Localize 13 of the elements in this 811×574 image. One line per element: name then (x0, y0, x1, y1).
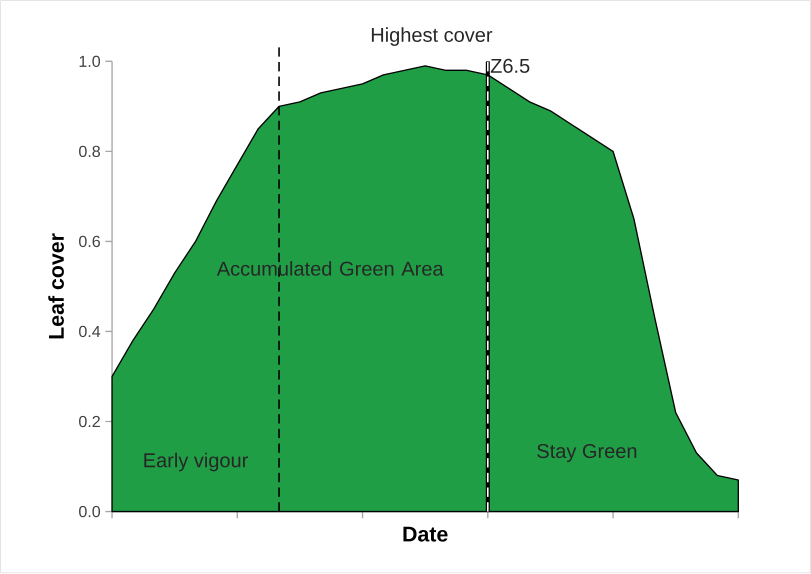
x-axis-title: Date (403, 526, 448, 542)
y-tick-label: 0.2 (79, 416, 100, 428)
annotation: Accumulated Green Area (216, 261, 444, 276)
annotation: Stay Green (537, 444, 636, 462)
annotation: Early vigour (144, 452, 248, 472)
annotation: Z6.5 (490, 58, 530, 74)
y-tick-label: 0.4 (79, 326, 100, 338)
y-tick-label: 1.0 (80, 56, 100, 68)
y-tick-label: 0.8 (79, 146, 100, 158)
y-tick-label: 0.6 (79, 236, 100, 248)
text: Highest cover (372, 27, 492, 46)
y-axis-title: Leaf cover (48, 234, 64, 339)
y-tick-label: 0.0 (79, 506, 100, 518)
